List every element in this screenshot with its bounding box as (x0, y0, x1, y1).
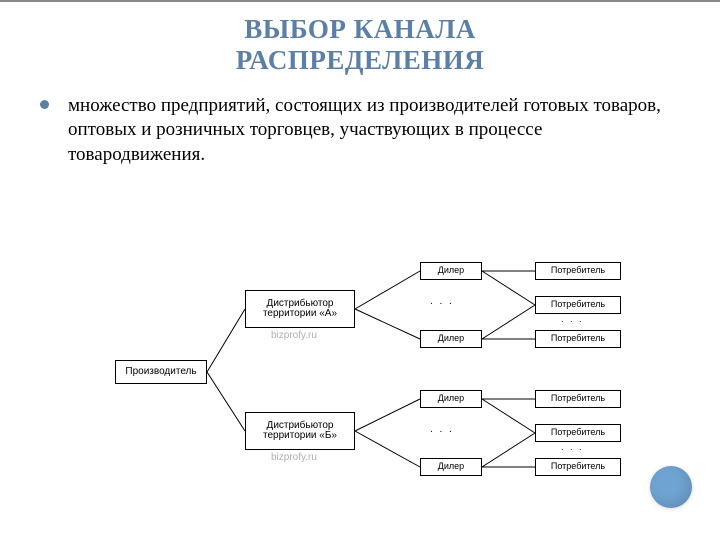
diagram-edge (482, 433, 535, 467)
page-title: ВЫБОР КАНАЛА РАСПРЕДЕЛЕНИЯ (0, 2, 720, 76)
diagram-edge (482, 271, 535, 305)
diagram-edge (207, 372, 245, 431)
diagram-node-cA3: Потребитель (535, 330, 621, 348)
ellipsis-label: . . . (561, 314, 584, 324)
diagram-edge (207, 309, 245, 372)
ellipsis-label: . . . (430, 424, 454, 435)
diagram-node-distB: Дистрибьютор территории «Б» (245, 412, 355, 450)
diagram-edge (355, 309, 420, 339)
diagram-node-dA1: Дилер (420, 262, 482, 280)
bullet-icon (40, 100, 49, 109)
ellipsis-label: . . . (561, 442, 584, 452)
diagram-node-dB1: Дилер (420, 390, 482, 408)
title-line2: РАСПРЕДЕЛЕНИЯ (236, 45, 485, 75)
diagram-node-cB1: Потребитель (535, 390, 621, 408)
ellipsis-label: . . . (430, 296, 454, 307)
diagram-node-cB3: Потребитель (535, 458, 621, 476)
diagram-node-dA2: Дилер (420, 330, 482, 348)
diagram-node-dB2: Дилер (420, 458, 482, 476)
distribution-diagram: Производитель Дистрибьютор территории «А»… (115, 260, 635, 500)
diagram-node-distA: Дистрибьютор территории «А» (245, 290, 355, 328)
diagram-edge (355, 431, 420, 467)
body-text: множество предприятий, состоящих из прои… (68, 95, 661, 165)
diagram-node-cB2: Потребитель (535, 424, 621, 442)
diagram-edge (355, 271, 420, 309)
diagram-edge (482, 305, 535, 339)
diagram-edge (355, 399, 420, 431)
body-paragraph: множество предприятий, состоящих из прои… (0, 76, 720, 167)
diagram-node-cA2: Потребитель (535, 296, 621, 314)
diagram-node-prod: Производитель (115, 360, 207, 384)
slide: ВЫБОР КАНАЛА РАСПРЕДЕЛЕНИЯ множество пре… (0, 0, 720, 540)
diagram-edge (482, 399, 535, 433)
title-line1: ВЫБОР КАНАЛА (244, 14, 476, 44)
diagram-node-cA1: Потребитель (535, 262, 621, 280)
decorative-circle (650, 466, 692, 508)
